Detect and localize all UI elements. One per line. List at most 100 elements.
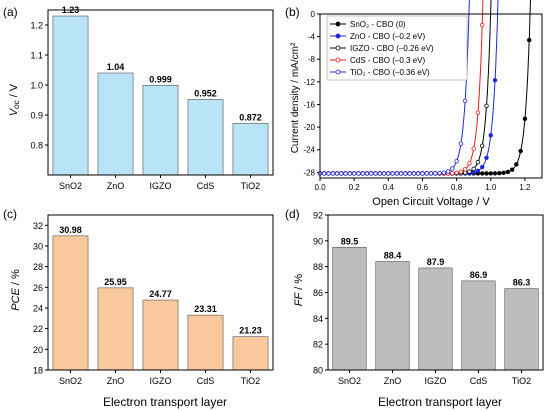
jv-data-point bbox=[377, 171, 382, 176]
x-tick-label: 0.0 bbox=[314, 183, 326, 192]
y-tick-label: 26 bbox=[33, 283, 43, 293]
jv-data-point bbox=[415, 171, 421, 176]
bar-value-label: 89.5 bbox=[341, 236, 359, 246]
jv-data-point bbox=[467, 161, 472, 166]
plot-frame bbox=[319, 13, 543, 179]
plot-frame bbox=[47, 214, 274, 371]
x-tick-label: CdS bbox=[197, 376, 215, 386]
panel-b-y-axis-label: Current density / mA/cm² bbox=[290, 42, 301, 153]
bar bbox=[332, 246, 367, 371]
jv-data-point bbox=[488, 171, 493, 176]
legend-entry: SnO₂ - CBO (0) bbox=[350, 20, 406, 29]
y-tick-label: 1.1 bbox=[30, 51, 43, 61]
jv-data-point bbox=[441, 170, 447, 175]
bar bbox=[375, 261, 410, 371]
x-tick-label: CdS bbox=[470, 376, 488, 386]
panel-c-tag: (c) bbox=[3, 207, 17, 221]
jv-data-point bbox=[339, 171, 344, 176]
bar-value-label: 1.04 bbox=[107, 62, 125, 72]
jv-data-point bbox=[518, 148, 523, 154]
y-tick-label: 82 bbox=[313, 340, 323, 350]
jv-data-point bbox=[454, 159, 459, 164]
jv-data-point bbox=[433, 171, 438, 176]
legend-entry: ZnO - CBO (–0.2 eV) bbox=[350, 32, 425, 41]
jv-data-point bbox=[424, 171, 429, 176]
jv-data-point bbox=[369, 171, 374, 176]
jv-data-point bbox=[480, 171, 485, 176]
y-tick-label: 18 bbox=[33, 366, 43, 376]
bar bbox=[52, 15, 89, 176]
y-tick-label: 90 bbox=[313, 236, 323, 246]
legend-box bbox=[326, 15, 468, 81]
jv-data-point bbox=[471, 146, 476, 151]
bar bbox=[52, 235, 89, 371]
legend-marker bbox=[335, 57, 341, 63]
bar-value-label: 0.872 bbox=[239, 112, 262, 122]
jv-data-point bbox=[356, 171, 361, 176]
panel-b-tag: (b) bbox=[285, 5, 300, 19]
x-tick-label: IGZO bbox=[150, 181, 172, 191]
jv-data-point bbox=[480, 143, 485, 148]
panel-a-voc-chart: (a) Voc / V 0.80.91.01.11.21.23SnO21.04Z… bbox=[3, 5, 274, 191]
bar bbox=[187, 99, 224, 176]
x-tick-label: ZnO bbox=[107, 376, 125, 386]
jv-data-point bbox=[458, 169, 464, 174]
jv-data-point bbox=[330, 171, 336, 176]
jv-data-point bbox=[480, 164, 485, 170]
y-tick-label: -24 bbox=[303, 146, 315, 155]
jv-data-point bbox=[501, 170, 506, 176]
bar bbox=[232, 123, 269, 176]
y-tick-label: 1.0 bbox=[30, 81, 43, 91]
jv-data-point bbox=[492, 171, 498, 176]
bar-value-label: 86.9 bbox=[470, 270, 488, 280]
panel-c-y-axis-label: PCE / % bbox=[10, 269, 22, 311]
jv-data-point bbox=[343, 171, 348, 176]
jv-data-point bbox=[480, 22, 485, 28]
jv-data-point bbox=[364, 171, 370, 176]
jv-data-point bbox=[505, 169, 511, 175]
jv-data-point bbox=[488, 133, 493, 138]
bar bbox=[418, 267, 453, 371]
x-tick-label: ZnO bbox=[107, 181, 125, 191]
jv-data-point bbox=[471, 166, 476, 172]
jv-data-point bbox=[420, 171, 425, 176]
x-tick-label: IGZO bbox=[150, 376, 172, 386]
bar-value-label: 25.95 bbox=[104, 277, 127, 287]
x-tick-label: 0.2 bbox=[349, 183, 361, 192]
panel-d-y-axis-label: FF / % bbox=[293, 274, 305, 307]
y-tick-label: -16 bbox=[303, 100, 315, 109]
bar bbox=[232, 336, 269, 371]
y-tick-label: 28 bbox=[33, 262, 43, 272]
panel-c-pce-chart: (c) PCE / % Electron transport layer 18 2… bbox=[3, 207, 274, 409]
y-tick-label: 1.2 bbox=[30, 21, 43, 31]
bar bbox=[142, 85, 179, 176]
bar-value-label: 0.999 bbox=[149, 74, 172, 84]
y-tick-label: -12 bbox=[303, 78, 315, 87]
x-tick-label: IGZO bbox=[425, 376, 447, 386]
y-tick-label: 86 bbox=[313, 288, 323, 298]
jv-data-point bbox=[458, 141, 464, 146]
x-tick-label: TiO2 bbox=[512, 376, 531, 386]
panel-d-ff-chart: (d) FF / % Electron transport layer 80 82… bbox=[285, 207, 544, 409]
jv-data-point bbox=[411, 171, 417, 176]
bar-value-label: 86.3 bbox=[513, 278, 531, 288]
jv-data-point bbox=[509, 167, 515, 172]
jv-data-point bbox=[522, 116, 528, 122]
legend-marker bbox=[335, 33, 341, 39]
y-tick-label: 20 bbox=[33, 345, 43, 355]
jv-data-point bbox=[484, 171, 489, 176]
x-tick-label: 0.6 bbox=[417, 183, 429, 192]
x-tick-label: TiO2 bbox=[241, 181, 260, 191]
legend-entry: CdS - CBO (–0.3 eV) bbox=[350, 56, 425, 65]
panel-b-x-axis-label: Open Circuit Voltage / V bbox=[372, 196, 490, 208]
jv-data-point bbox=[450, 166, 455, 171]
panel-b-jv-chart: (b) Current density / mA/cm² Open Circui… bbox=[285, 0, 543, 208]
legend-entry: TiO₂ - CBO (–0.36 eV) bbox=[350, 68, 430, 77]
y-tick-label: 92 bbox=[313, 211, 323, 221]
jv-data-point bbox=[334, 171, 340, 176]
jv-data-point bbox=[454, 170, 459, 175]
jv-data-point bbox=[428, 171, 434, 176]
jv-data-point bbox=[462, 98, 468, 103]
jv-data-point bbox=[394, 171, 400, 176]
jv-data-point bbox=[390, 171, 395, 176]
